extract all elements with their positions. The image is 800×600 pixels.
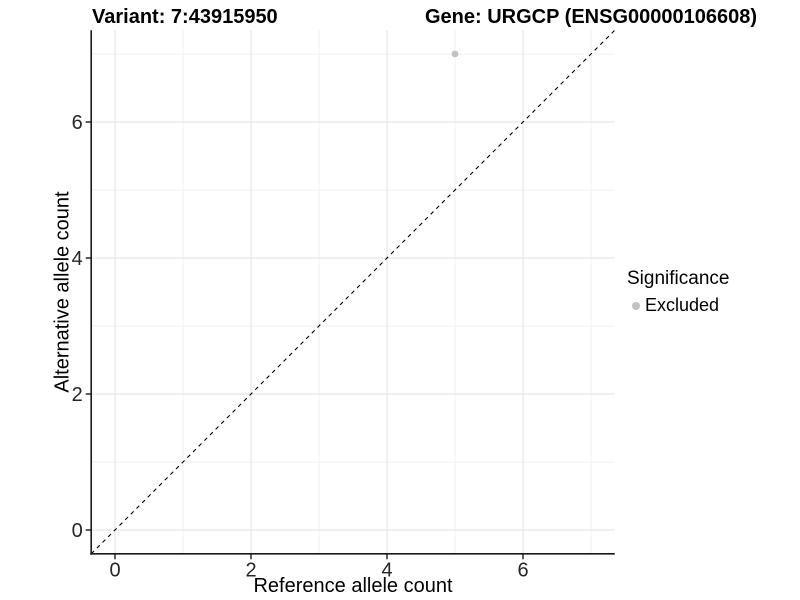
y-tick-label: 6 [72, 112, 83, 134]
x-tick-label: 2 [245, 559, 256, 581]
legend: Significance Excluded [627, 268, 729, 316]
x-tick-label: 0 [109, 559, 120, 581]
y-tick-label: 0 [72, 520, 83, 542]
x-axis-title: Reference allele count [253, 575, 453, 597]
x-tick-label: 4 [381, 559, 392, 581]
x-tick-label: 6 [517, 559, 528, 581]
plot-title-gene: Gene: URGCP (ENSG00000106608) [425, 6, 758, 28]
y-tick-label: 2 [72, 384, 83, 406]
legend-item-excluded: Excluded [627, 295, 729, 316]
data-point [451, 50, 459, 58]
plot-title-variant: Variant: 7:43915950 [92, 6, 278, 28]
identity-reference-line [90, 29, 616, 555]
y-axis-title: Alternative allele count [51, 191, 74, 393]
legend-item-label: Excluded [645, 295, 720, 315]
legend-title: Significance [627, 268, 730, 289]
legend-point-icon [632, 301, 640, 310]
y-tick-label: 4 [72, 248, 83, 270]
